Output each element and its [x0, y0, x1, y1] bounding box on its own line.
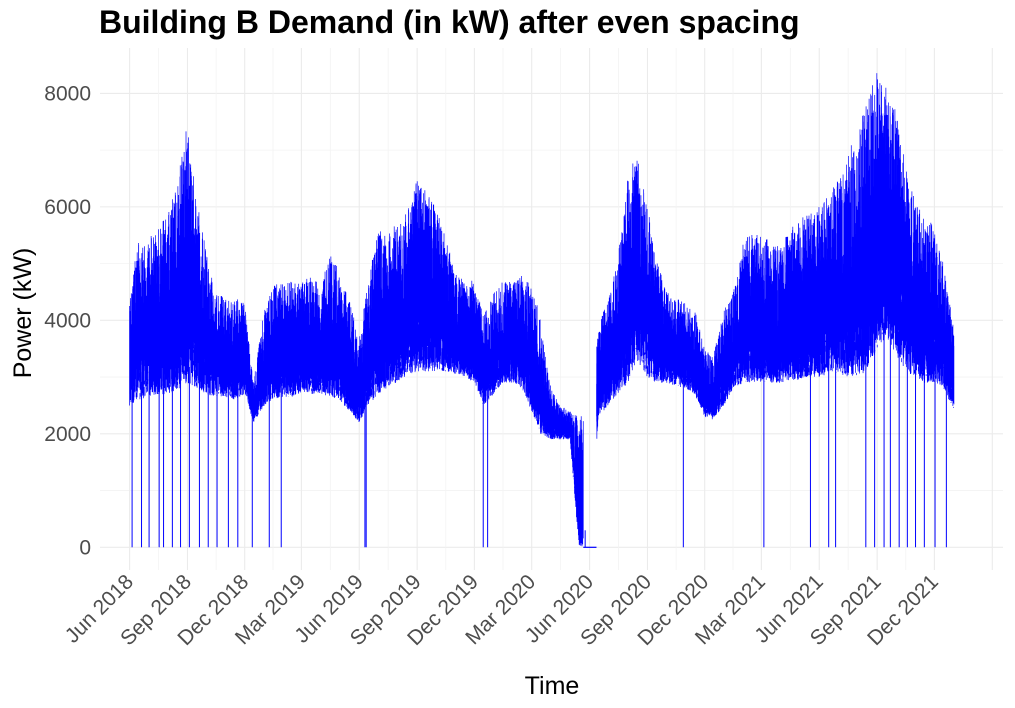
y-tick-label: 4000 [44, 309, 91, 332]
y-axis-ticks: 0 2000 4000 6000 8000 [44, 82, 91, 559]
series-line [129, 73, 955, 547]
y-axis-title: Power (kW) [9, 248, 37, 379]
x-axis-title: Time [525, 672, 580, 700]
y-tick-label: 2000 [44, 423, 91, 446]
y-tick-label: 0 [79, 536, 91, 559]
data-series [129, 73, 955, 548]
y-tick-label: 8000 [44, 82, 91, 105]
chart-title: Building B Demand (in kW) after even spa… [99, 4, 800, 40]
y-tick-label: 6000 [44, 196, 91, 219]
